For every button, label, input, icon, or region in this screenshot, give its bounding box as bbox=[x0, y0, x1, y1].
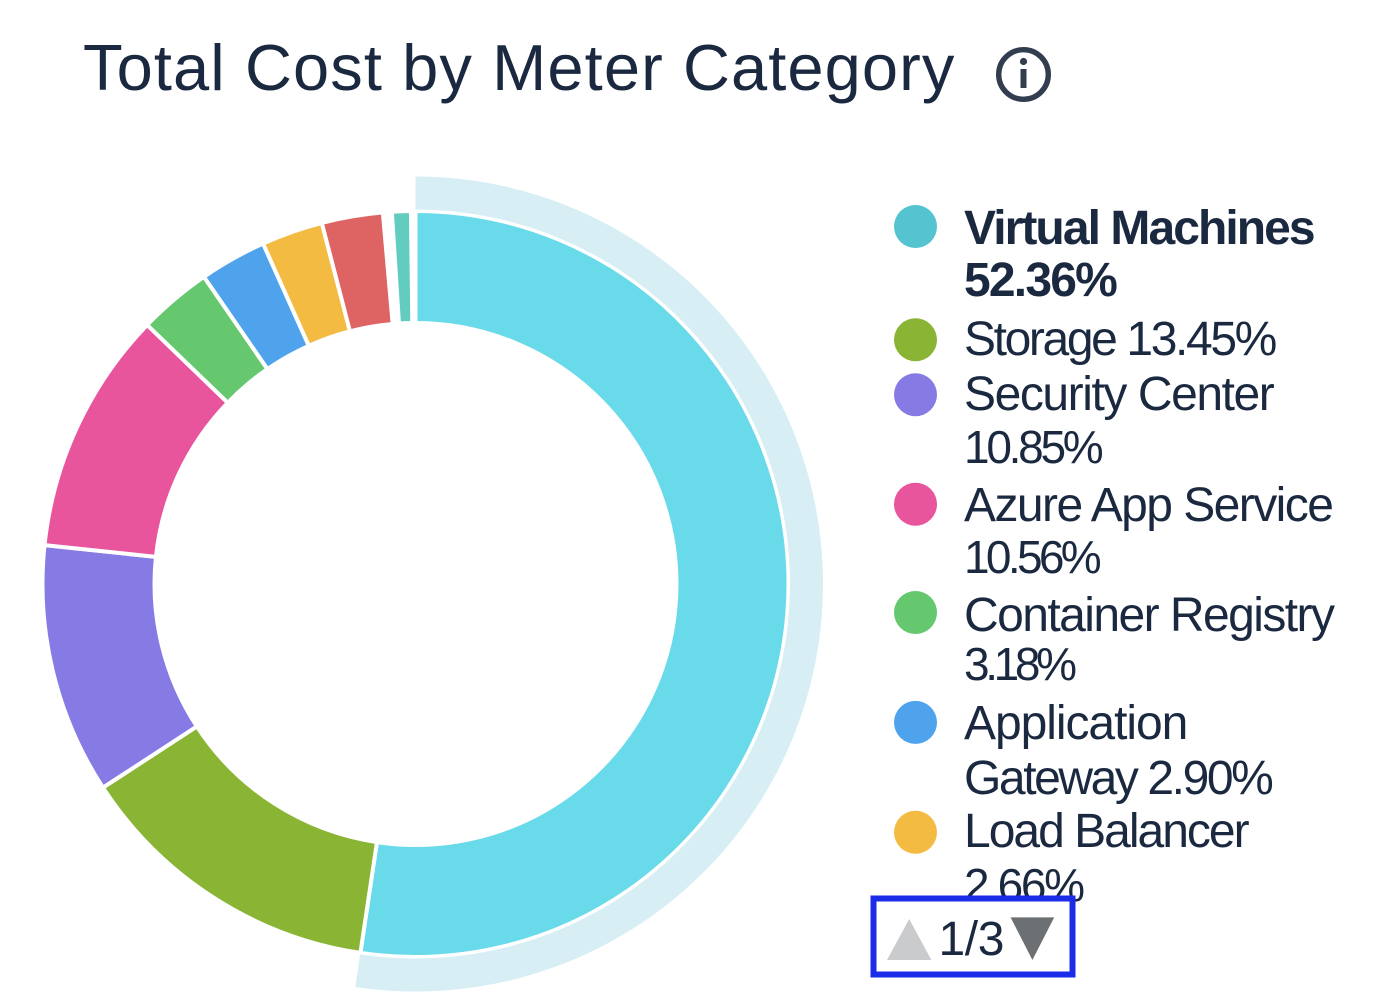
svg-text:10.85%: 10.85% bbox=[964, 421, 1103, 473]
svg-text:Security Center: Security Center bbox=[964, 368, 1275, 421]
svg-text:Container Registry: Container Registry bbox=[964, 589, 1335, 642]
svg-text:Storage 13.45%: Storage 13.45% bbox=[964, 313, 1276, 366]
svg-text:Azure App Service: Azure App Service bbox=[964, 479, 1332, 532]
svg-text:1/3: 1/3 bbox=[939, 913, 1005, 966]
svg-text:Virtual Machines: Virtual Machines bbox=[964, 202, 1314, 255]
svg-text:3.18%: 3.18% bbox=[964, 638, 1076, 690]
svg-text:10.56%: 10.56% bbox=[964, 531, 1101, 583]
svg-text:52.36%: 52.36% bbox=[964, 254, 1117, 307]
svg-text:Gateway 2.90%: Gateway 2.90% bbox=[964, 752, 1272, 805]
svg-text:Application: Application bbox=[964, 697, 1187, 750]
svg-text:Total Cost by Meter Category: Total Cost by Meter Category bbox=[83, 31, 956, 104]
svg-text:Load Balancer: Load Balancer bbox=[964, 805, 1250, 858]
